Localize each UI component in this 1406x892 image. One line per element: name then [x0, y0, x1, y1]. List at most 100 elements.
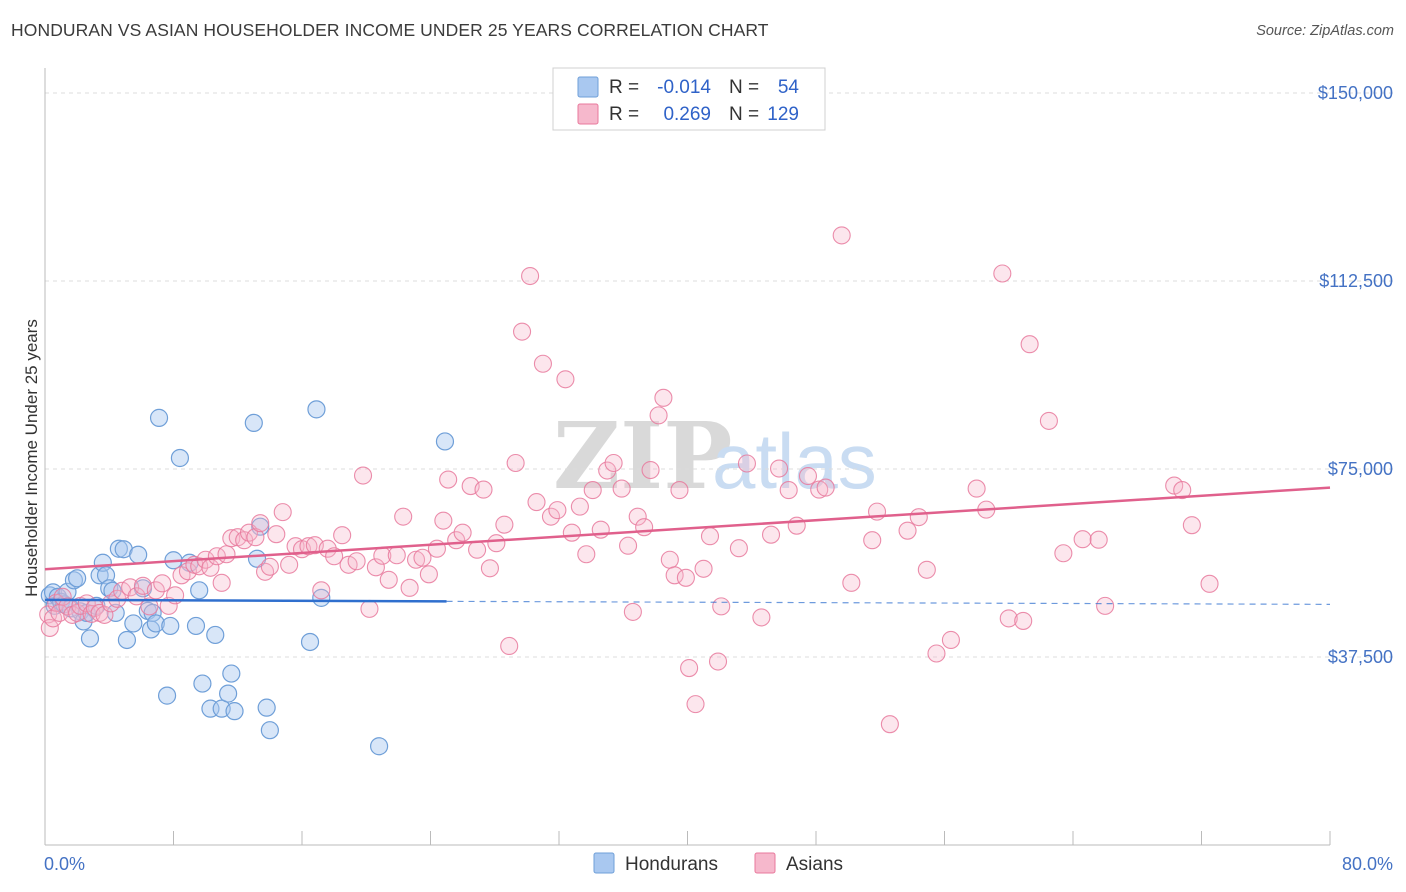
asian-point [495, 515, 514, 534]
asian-point [842, 573, 861, 592]
chart-source: Source: ZipAtlas.com [1256, 23, 1394, 39]
asian-point [708, 652, 728, 671]
asian-point [273, 503, 292, 522]
asian-point [993, 264, 1012, 283]
asian-point [400, 578, 419, 597]
legend-n-label-hondurans: N = [729, 77, 759, 98]
asian-point [712, 597, 731, 616]
asian-point [623, 602, 642, 621]
asian-point [761, 525, 781, 544]
asian-point [487, 534, 506, 553]
legend-r-value-asians: 0.269 [663, 104, 711, 125]
honduran-point [64, 571, 84, 590]
asian-point [267, 525, 286, 544]
honduran-point [219, 684, 238, 703]
honduran-point [307, 400, 326, 419]
y-tick-label: $112,500 [1319, 271, 1393, 291]
asian-point [598, 461, 617, 480]
asian-point [58, 597, 77, 616]
asian-point [474, 480, 493, 499]
asian-point [729, 539, 748, 558]
asian-point [1200, 574, 1219, 593]
asian-point [246, 528, 265, 547]
asian-point [1039, 411, 1058, 430]
honduran-point [170, 448, 190, 468]
asian-point [95, 605, 114, 624]
asian-point [366, 558, 385, 577]
legend-n-value-hondurans: 54 [778, 77, 800, 98]
legend-r-label-asians: R = [609, 104, 639, 125]
honduran-point [109, 539, 128, 558]
asian-point [256, 562, 275, 581]
legend-r-value-hondurans: -0.014 [657, 77, 711, 98]
asian-point [468, 540, 487, 559]
honduran-point [68, 569, 87, 588]
asian-point [548, 501, 567, 520]
asian-point [1173, 481, 1192, 500]
trend-lines [44, 486, 1331, 605]
watermark-atlas: atlas [712, 417, 877, 505]
asian-point [333, 526, 352, 545]
asian-point [434, 511, 453, 530]
honduran-point [244, 413, 263, 432]
asian-point [347, 552, 366, 571]
asian-point [665, 566, 684, 585]
legend-swatch-hondurans [577, 76, 599, 98]
asian-point [737, 454, 756, 473]
asian-point [619, 536, 638, 555]
asian-point [153, 574, 172, 593]
asian-point [533, 354, 552, 373]
asian-point [700, 527, 720, 546]
series-legend-swatch-hondurans [593, 852, 615, 874]
honduran-point [149, 408, 169, 427]
honduran-point [190, 581, 209, 600]
asian-point [635, 518, 654, 537]
asian-point [612, 479, 631, 498]
asian-point [217, 545, 236, 564]
asian-point [654, 388, 673, 407]
honduran-point [193, 674, 212, 693]
asian-point [694, 559, 713, 578]
honduran-point [106, 603, 125, 622]
asian-point [419, 565, 438, 584]
legend-swatch-asians [577, 103, 599, 125]
asian-point [1014, 611, 1033, 630]
honduran-point [124, 614, 143, 633]
asian-point [999, 609, 1018, 628]
honduran-point [222, 664, 241, 683]
honduran-point [80, 629, 100, 648]
honduran-point [117, 630, 137, 650]
asian-point [810, 480, 829, 499]
asian-point [527, 493, 546, 512]
asian-point [577, 545, 596, 564]
honduran-point [206, 625, 225, 645]
asian-point [556, 370, 575, 389]
asian-point [299, 537, 318, 556]
asian-point [917, 560, 936, 579]
asian-point [686, 695, 705, 714]
asian-point [260, 557, 279, 576]
stats-legend: R = -0.014 N = 54 R = 0.269 N = 129 [552, 67, 826, 131]
asian-point [513, 322, 532, 341]
honduran-point [370, 737, 389, 756]
asian-point [670, 481, 689, 500]
asian-point [178, 562, 198, 581]
y-tick-label: $150,000 [1318, 83, 1393, 103]
asian-point [570, 497, 589, 516]
legend-n-value-asians: 129 [767, 104, 799, 125]
asian-point [909, 508, 928, 527]
asian-point [506, 453, 525, 473]
asian-point [379, 570, 398, 589]
asian-point [1020, 335, 1039, 354]
asian-point [641, 460, 660, 480]
asian-point [500, 636, 519, 656]
asian-point [649, 406, 668, 425]
asian-point [604, 453, 623, 473]
asian-point [251, 514, 270, 533]
y-tick-label: $75,000 [1328, 459, 1393, 479]
asian-point [1054, 544, 1073, 563]
series-legend: Hondurans Asians [593, 852, 843, 875]
honduran-point [161, 616, 180, 636]
asians-points [39, 226, 1219, 734]
y-axis-label: Householder Income Under 25 years [22, 319, 41, 597]
